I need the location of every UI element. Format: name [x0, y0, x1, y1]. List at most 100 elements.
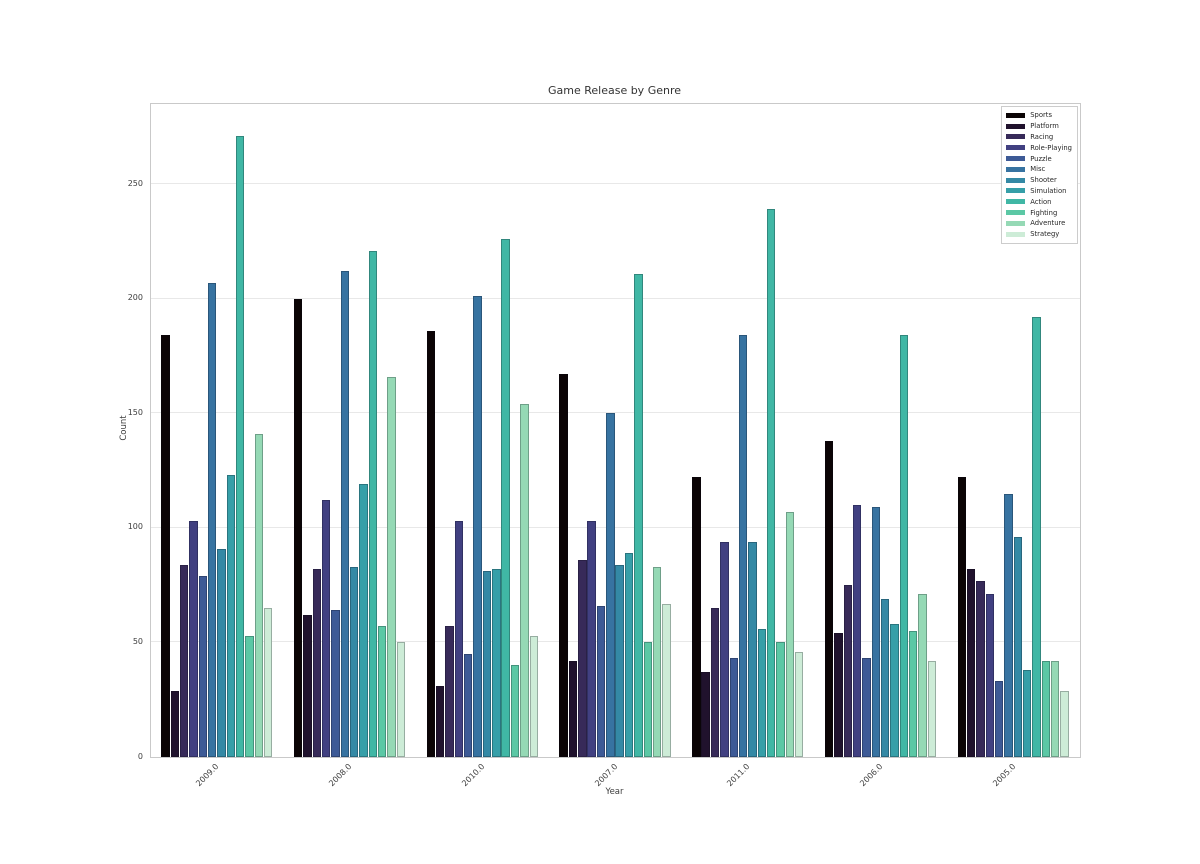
bar-strategy-2008.0 [396, 642, 406, 757]
bar-shooter-2011.0 [748, 541, 757, 757]
legend-label: Adventure [1030, 219, 1066, 228]
bar-simulation-2010.0 [492, 569, 501, 757]
bar-simulation-2007.0 [624, 553, 634, 757]
bar-role-playing-2005.0 [985, 594, 994, 757]
bar-misc-2008.0 [340, 271, 350, 757]
x-tick-label: 2007.0 [592, 762, 619, 789]
bar-misc-2005.0 [1004, 493, 1013, 757]
bar-adventure-2010.0 [520, 404, 529, 757]
bar-action-2010.0 [501, 239, 510, 757]
bar-shooter-2009.0 [217, 548, 226, 757]
bar-adventure-2006.0 [918, 594, 927, 757]
bar-simulation-2011.0 [757, 628, 766, 757]
bar-fighting-2005.0 [1041, 660, 1051, 757]
bar-group-2007.0 [559, 104, 671, 757]
legend-swatch [1006, 188, 1026, 194]
bar-group-2008.0 [293, 104, 406, 757]
legend-label: Misc [1030, 165, 1046, 174]
legend-label: Strategy [1030, 230, 1060, 239]
bar-adventure-2007.0 [652, 566, 662, 757]
legend-label: Sports [1030, 111, 1052, 120]
bar-action-2008.0 [368, 250, 378, 757]
legend-swatch [1006, 112, 1026, 118]
bar-platform-2005.0 [966, 569, 976, 757]
legend-swatch [1006, 145, 1026, 151]
bar-puzzle-2006.0 [862, 658, 871, 757]
bar-platform-2008.0 [303, 614, 312, 757]
bar-strategy-2007.0 [662, 603, 671, 757]
bar-group-2005.0 [957, 104, 1070, 757]
legend-item-role-playing: Role-Playing [1006, 142, 1072, 153]
x-tick-label: 2009.0 [194, 762, 221, 789]
bar-shooter-2008.0 [350, 566, 359, 757]
bar-racing-2006.0 [843, 585, 852, 757]
legend-label: Shooter [1030, 176, 1057, 185]
legend-item-shooter: Shooter [1006, 175, 1072, 186]
x-tick-label: 2011.0 [725, 762, 752, 789]
bar-role-playing-2006.0 [852, 504, 862, 757]
bar-sports-2010.0 [426, 330, 436, 757]
bar-puzzle-2010.0 [464, 653, 473, 757]
bar-simulation-2005.0 [1022, 669, 1032, 757]
chart-title: Game Release by Genre [547, 84, 682, 97]
bar-shooter-2010.0 [482, 571, 492, 757]
bar-puzzle-2005.0 [994, 681, 1004, 757]
bar-strategy-2005.0 [1060, 690, 1069, 757]
plot-area: Sports Platform Racing Role-Playing Puzzle Mi… [150, 103, 1081, 758]
legend-item-simulation: Simulation [1006, 186, 1072, 197]
legend-swatch [1006, 199, 1026, 205]
bar-action-2005.0 [1032, 317, 1041, 757]
y-tick-label: 0 [137, 751, 143, 761]
bar-sports-2008.0 [293, 298, 303, 757]
bar-sports-2006.0 [824, 440, 834, 757]
bar-misc-2006.0 [871, 507, 880, 757]
x-tick-label: 2005.0 [990, 762, 1018, 789]
bar-fighting-2007.0 [643, 642, 652, 757]
bar-misc-2009.0 [208, 282, 217, 757]
bar-action-2009.0 [236, 136, 245, 757]
legend-swatch [1006, 156, 1026, 162]
legend-item-adventure: Adventure [1006, 218, 1072, 229]
legend-swatch [1006, 231, 1026, 237]
bar-adventure-2008.0 [387, 376, 396, 757]
bar-sports-2007.0 [559, 374, 568, 757]
bar-platform-2006.0 [834, 633, 843, 757]
bar-group-2010.0 [426, 104, 539, 757]
legend-item-puzzle: Puzzle [1006, 153, 1072, 164]
y-tick-label: 150 [127, 407, 143, 417]
bar-fighting-2011.0 [776, 642, 785, 757]
bar-shooter-2007.0 [615, 564, 624, 757]
y-tick-label: 100 [127, 522, 143, 532]
bar-simulation-2006.0 [890, 624, 899, 757]
bar-action-2006.0 [899, 335, 908, 757]
bar-sports-2011.0 [692, 477, 701, 757]
legend-swatch [1006, 210, 1026, 216]
legend-swatch [1006, 123, 1026, 129]
bar-puzzle-2008.0 [331, 610, 340, 757]
y-tick-label: 200 [127, 293, 143, 303]
bar-role-playing-2009.0 [189, 521, 198, 757]
gridline [151, 183, 1080, 185]
bar-racing-2010.0 [445, 626, 454, 757]
bar-misc-2010.0 [473, 296, 482, 757]
bar-racing-2008.0 [312, 569, 322, 757]
legend-item-platform: Platform [1006, 121, 1072, 132]
y-tick-label: 250 [127, 178, 143, 188]
bar-strategy-2009.0 [264, 608, 273, 757]
legend-label: Action [1030, 197, 1052, 206]
legend-label: Racing [1030, 132, 1054, 141]
x-tick-label: 2006.0 [858, 762, 885, 789]
legend-swatch [1006, 177, 1026, 183]
bar-action-2011.0 [766, 209, 776, 757]
bar-simulation-2008.0 [359, 484, 368, 757]
gridline [151, 526, 1080, 528]
bar-puzzle-2007.0 [596, 605, 606, 757]
bar-role-playing-2011.0 [720, 541, 729, 757]
legend-label: Fighting [1030, 208, 1058, 217]
bar-adventure-2011.0 [785, 511, 794, 757]
bar-platform-2009.0 [170, 690, 180, 757]
bar-misc-2011.0 [738, 335, 748, 757]
legend-item-strategy: Strategy [1006, 229, 1072, 240]
bar-shooter-2005.0 [1013, 537, 1023, 757]
